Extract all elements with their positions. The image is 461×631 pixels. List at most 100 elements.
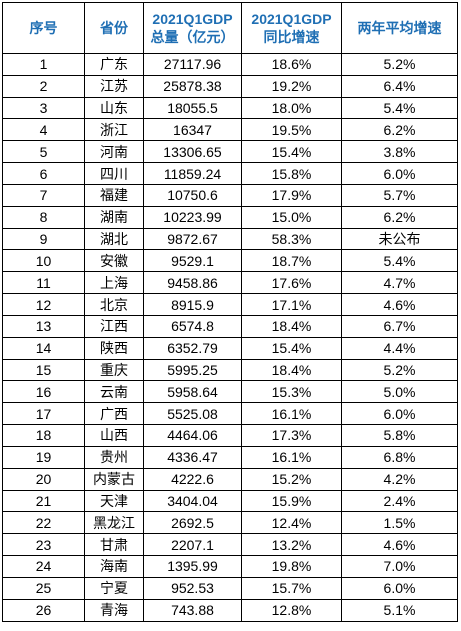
rank-cell: 10 bbox=[2, 249, 85, 273]
province-cell: 湖北 bbox=[84, 227, 144, 251]
gdp-total-cell: 2207.1 bbox=[143, 533, 242, 557]
province-cell: 陕西 bbox=[84, 336, 144, 360]
rank-cell: 21 bbox=[2, 489, 85, 513]
two-year-avg-cell: 5.4% bbox=[341, 96, 458, 120]
province-cell: 海南 bbox=[84, 555, 144, 578]
table-row: 5 河南 13306.65 15.4% 3.8% bbox=[2, 140, 458, 164]
two-year-avg-cell: 5.8% bbox=[341, 424, 458, 447]
gdp-total-cell: 5995.25 bbox=[143, 358, 242, 382]
table-row: 2 江苏 25878.38 19.2% 6.4% bbox=[2, 74, 458, 98]
table-row: 6 四川 11859.24 15.8% 6.0% bbox=[2, 162, 458, 185]
table-row: 21 天津 3404.04 15.9% 2.4% bbox=[2, 489, 458, 513]
province-cell: 湖南 bbox=[84, 205, 144, 229]
header-gdp-growth-line2: 同比增速 bbox=[263, 29, 320, 45]
header-gdp-total-line2: 总量（亿元） bbox=[150, 29, 235, 45]
gdp-growth-cell: 15.9% bbox=[241, 489, 342, 513]
two-year-avg-cell: 5.1% bbox=[341, 598, 458, 622]
two-year-avg-cell: 6.0% bbox=[341, 576, 458, 600]
header-province-label: 省份 bbox=[100, 20, 128, 36]
rank-cell: 23 bbox=[2, 533, 85, 557]
table-row: 13 江西 6574.8 18.4% 6.7% bbox=[2, 314, 458, 338]
gdp-table-container: 序号 省份 2021Q1GDP 总量（亿元） 2021Q1GDP 同比增速 两年… bbox=[2, 2, 458, 622]
table-row: 3 山东 18055.5 18.0% 5.4% bbox=[2, 96, 458, 120]
rank-cell: 14 bbox=[2, 336, 85, 360]
gdp-total-cell: 5958.64 bbox=[143, 380, 242, 404]
rank-cell: 9 bbox=[2, 227, 85, 251]
province-cell: 山东 bbox=[84, 96, 144, 120]
gdp-total-cell: 4464.06 bbox=[143, 424, 242, 447]
table-row: 15 重庆 5995.25 18.4% 5.2% bbox=[2, 358, 458, 382]
province-cell: 浙江 bbox=[84, 118, 144, 142]
two-year-avg-cell: 6.2% bbox=[341, 118, 458, 142]
two-year-avg-cell: 5.4% bbox=[341, 249, 458, 273]
header-two-year-avg-label: 两年平均增速 bbox=[357, 20, 442, 36]
gdp-total-cell: 952.53 bbox=[143, 576, 242, 600]
gdp-total-cell: 6352.79 bbox=[143, 336, 242, 360]
gdp-growth-cell: 18.6% bbox=[241, 53, 342, 76]
gdp-total-cell: 10223.99 bbox=[143, 205, 242, 229]
gdp-total-cell: 8915.9 bbox=[143, 293, 242, 316]
header-two-year-avg: 两年平均增速 bbox=[341, 2, 458, 54]
province-cell: 上海 bbox=[84, 271, 144, 295]
two-year-avg-cell: 5.2% bbox=[341, 53, 458, 76]
two-year-avg-cell: 5.2% bbox=[341, 358, 458, 382]
gdp-growth-cell: 13.2% bbox=[241, 533, 342, 557]
two-year-avg-cell: 4.7% bbox=[341, 271, 458, 295]
rank-cell: 6 bbox=[2, 162, 85, 185]
gdp-total-cell: 4222.6 bbox=[143, 467, 242, 491]
province-cell: 福建 bbox=[84, 183, 144, 207]
province-cell: 广西 bbox=[84, 402, 144, 426]
gdp-growth-cell: 17.1% bbox=[241, 293, 342, 316]
table-row: 24 海南 1395.99 19.8% 7.0% bbox=[2, 555, 458, 578]
two-year-avg-cell: 3.8% bbox=[341, 140, 458, 164]
gdp-growth-cell: 12.4% bbox=[241, 511, 342, 535]
province-cell: 广东 bbox=[84, 53, 144, 76]
province-cell: 甘肃 bbox=[84, 533, 144, 557]
table-row: 19 贵州 4336.47 16.1% 6.8% bbox=[2, 445, 458, 469]
header-gdp-growth: 2021Q1GDP 同比增速 bbox=[241, 2, 342, 54]
province-cell: 天津 bbox=[84, 489, 144, 513]
rank-cell: 2 bbox=[2, 74, 85, 98]
table-body: 1 广东 27117.96 18.6% 5.2% 2 江苏 25878.38 19.2% 6.4%… bbox=[2, 53, 458, 622]
gdp-total-cell: 3404.04 bbox=[143, 489, 242, 513]
gdp-growth-cell: 19.5% bbox=[241, 118, 342, 142]
rank-cell: 13 bbox=[2, 314, 85, 338]
gdp-table: 序号 省份 2021Q1GDP 总量（亿元） 2021Q1GDP 同比增速 两年… bbox=[2, 2, 458, 622]
rank-cell: 15 bbox=[2, 358, 85, 382]
table-row: 10 安徽 9529.1 18.7% 5.4% bbox=[2, 249, 458, 273]
gdp-total-cell: 2692.5 bbox=[143, 511, 242, 535]
header-province: 省份 bbox=[84, 2, 144, 54]
gdp-total-cell: 9529.1 bbox=[143, 249, 242, 273]
gdp-growth-cell: 19.8% bbox=[241, 555, 342, 578]
province-cell: 青海 bbox=[84, 598, 144, 622]
gdp-total-cell: 6574.8 bbox=[143, 314, 242, 338]
rank-cell: 4 bbox=[2, 118, 85, 142]
province-cell: 江苏 bbox=[84, 74, 144, 98]
rank-cell: 12 bbox=[2, 293, 85, 316]
rank-cell: 1 bbox=[2, 53, 85, 76]
two-year-avg-cell: 7.0% bbox=[341, 555, 458, 578]
rank-cell: 18 bbox=[2, 424, 85, 447]
table-row: 18 山西 4464.06 17.3% 5.8% bbox=[2, 424, 458, 447]
province-cell: 重庆 bbox=[84, 358, 144, 382]
gdp-growth-cell: 15.0% bbox=[241, 205, 342, 229]
province-cell: 宁夏 bbox=[84, 576, 144, 600]
two-year-avg-cell: 4.2% bbox=[341, 467, 458, 491]
gdp-total-cell: 25878.38 bbox=[143, 74, 242, 98]
table-row: 23 甘肃 2207.1 13.2% 4.6% bbox=[2, 533, 458, 557]
table-row: 9 湖北 9872.67 58.3% 未公布 bbox=[2, 227, 458, 251]
gdp-total-cell: 743.88 bbox=[143, 598, 242, 622]
province-cell: 河南 bbox=[84, 140, 144, 164]
rank-cell: 8 bbox=[2, 205, 85, 229]
header-gdp-growth-line1: 2021Q1GDP bbox=[251, 11, 332, 27]
two-year-avg-cell: 5.0% bbox=[341, 380, 458, 404]
two-year-avg-cell: 6.4% bbox=[341, 74, 458, 98]
table-row: 12 北京 8915.9 17.1% 4.6% bbox=[2, 293, 458, 316]
gdp-total-cell: 11859.24 bbox=[143, 162, 242, 185]
rank-cell: 24 bbox=[2, 555, 85, 578]
gdp-growth-cell: 18.4% bbox=[241, 314, 342, 338]
table-row: 8 湖南 10223.99 15.0% 6.2% bbox=[2, 205, 458, 229]
two-year-avg-cell: 4.6% bbox=[341, 293, 458, 316]
rank-cell: 22 bbox=[2, 511, 85, 535]
two-year-avg-cell: 6.2% bbox=[341, 205, 458, 229]
